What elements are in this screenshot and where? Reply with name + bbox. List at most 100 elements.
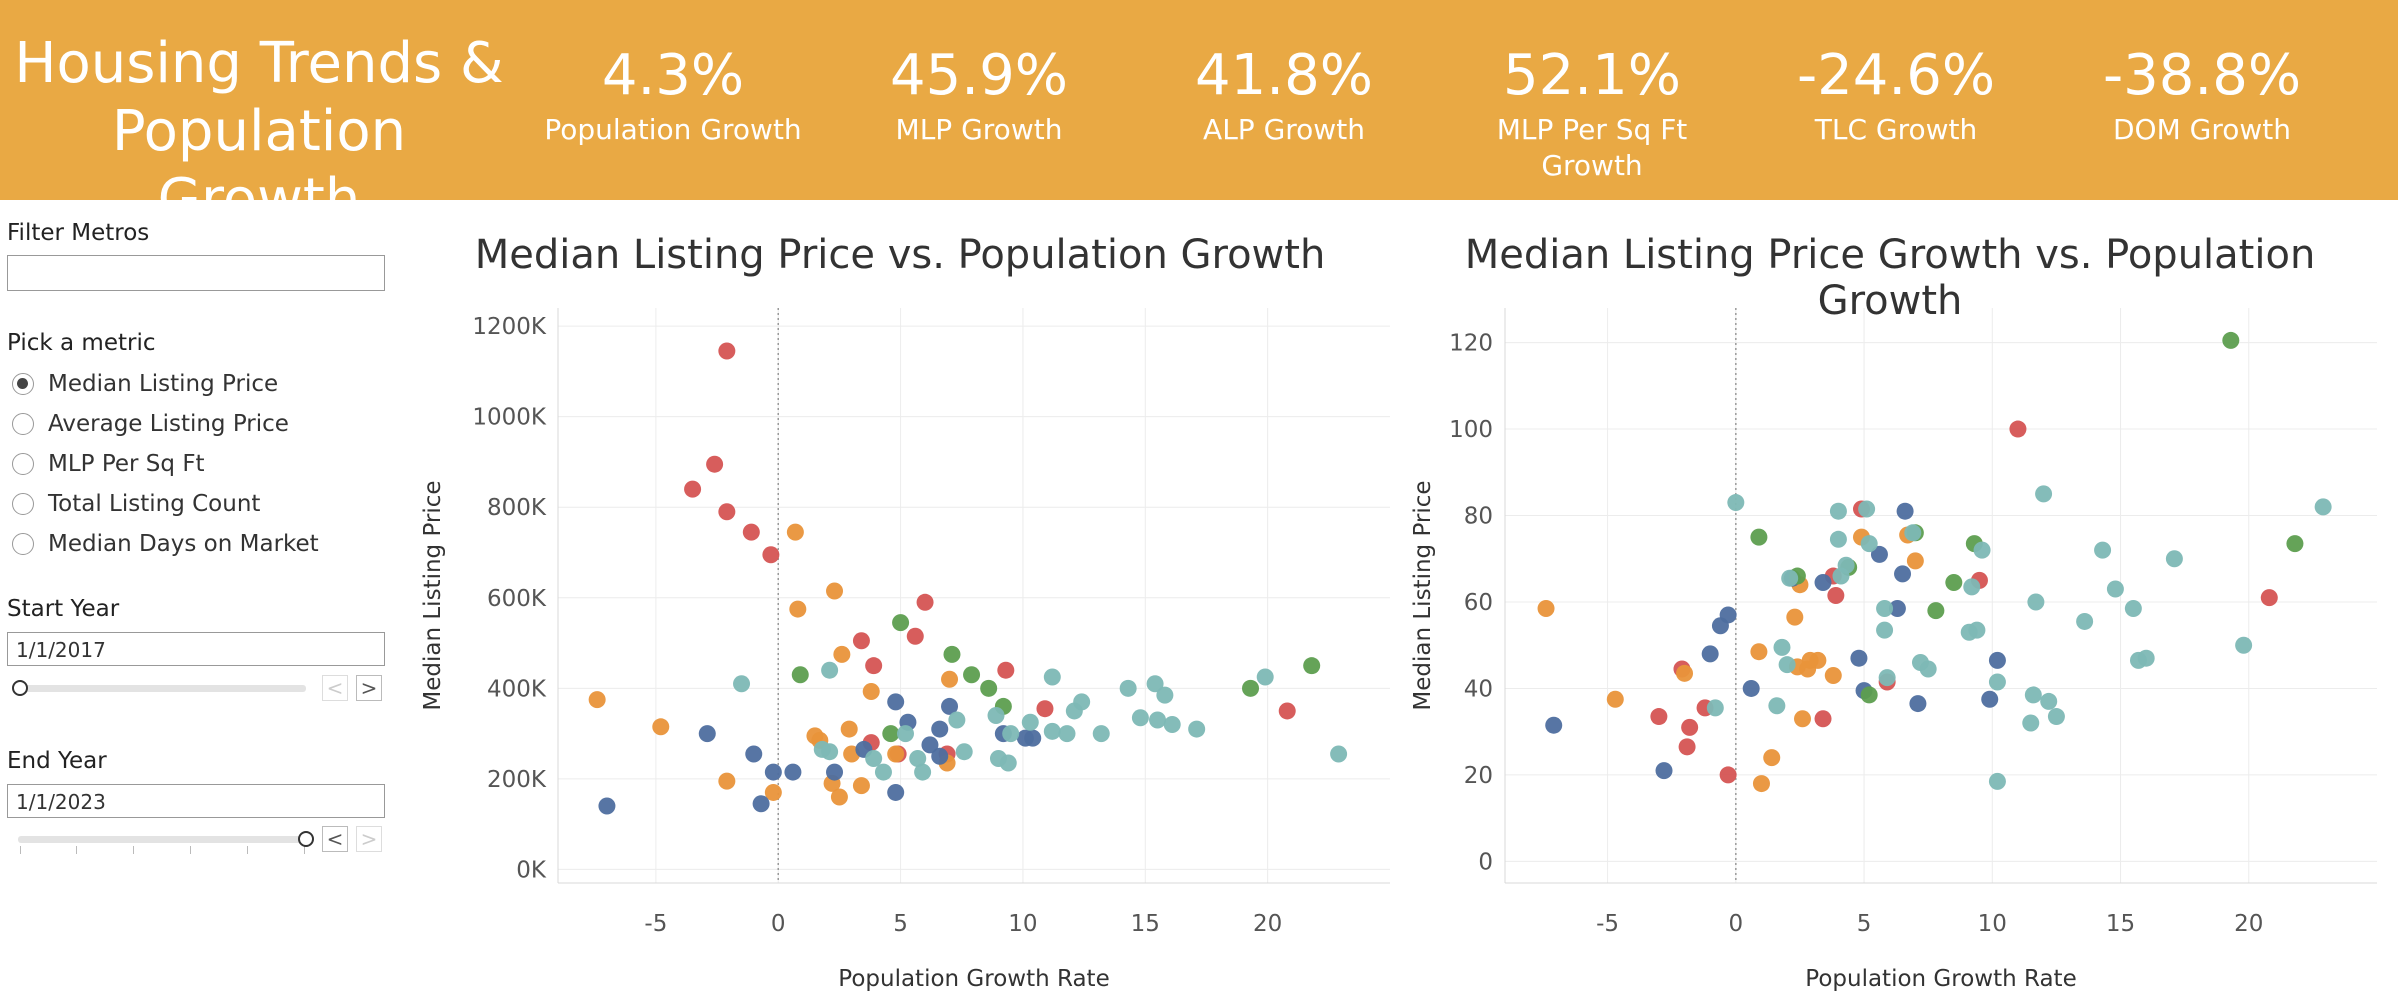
chart2-data-point-teal: [2076, 612, 2094, 630]
start-year-slider-thumb[interactable]: [12, 680, 28, 696]
chart2-data-point-teal: [1837, 556, 1855, 574]
chart2-data-point-red: [1719, 766, 1737, 784]
chart1-data-point-blue: [784, 763, 802, 781]
chart1-data-point-teal: [987, 706, 1005, 724]
chart2-data-point-orange: [1606, 690, 1624, 708]
metric-option-median-days-on-market[interactable]: Median Days on Market: [12, 526, 319, 562]
chart2-data-point-teal: [2047, 708, 2065, 726]
chart1-data-point-orange: [652, 718, 670, 736]
end-year-prev-button[interactable]: <: [322, 826, 348, 852]
chart1-data-point-red: [706, 455, 724, 473]
chart2-y-axis-label: Median Listing Price: [1410, 480, 1436, 710]
chart1-data-point-red: [1278, 702, 1296, 720]
end-year-slider-thumb[interactable]: [298, 831, 314, 847]
start-year-prev-button[interactable]: <: [322, 675, 348, 701]
chart2-data-point-blue: [1711, 617, 1729, 635]
kpi-label: ALP Growth: [1203, 113, 1365, 146]
chart2-data-point-blue: [1988, 651, 2006, 669]
chart1-data-point-red: [718, 503, 736, 521]
chart1-data-point-teal: [999, 754, 1017, 772]
metric-option-label: Total Listing Count: [48, 491, 261, 517]
chart2-data-point-red: [1824, 567, 1842, 585]
start-year-input[interactable]: 1/1/2017: [7, 632, 385, 666]
chart1-data-point-teal: [1002, 725, 1020, 743]
metric-option-label: Median Listing Price: [48, 371, 279, 397]
dashboard-title-line1: Housing Trends &: [14, 31, 504, 96]
chart1-data-point-red: [889, 745, 907, 763]
chart1-data-point-green: [994, 697, 1012, 715]
chart1-x-tick-label: 0: [771, 911, 786, 937]
metric-option-total-listing-count[interactable]: Total Listing Count: [12, 486, 260, 522]
start-year-slider-track[interactable]: [18, 685, 306, 692]
start-year-label: Start Year: [7, 596, 120, 622]
filter-metros-input[interactable]: [7, 255, 385, 291]
chart2-data-point-green: [1927, 602, 1945, 620]
chart2-title: Median Listing Price Growth vs. Populati…: [1464, 232, 2316, 324]
metric-option-mlp-per-sqft[interactable]: MLP Per Sq Ft: [12, 446, 205, 482]
chart1-data-point-red: [865, 657, 883, 675]
slider-tick: [247, 846, 248, 854]
dashboard-title: Housing Trends & Population Growth: [14, 30, 504, 234]
chart1-data-point-blue: [752, 795, 770, 813]
chart2-data-point-teal: [2106, 580, 2124, 598]
chart1-data-point-green: [1303, 657, 1321, 675]
chart1-data-point-teal: [1021, 713, 1039, 731]
chart2-data-point-blue: [1888, 599, 1906, 617]
chart1-data-point-orange: [823, 774, 841, 792]
chart1-data-point-teal: [813, 740, 831, 758]
chart2-data-point-teal: [2027, 593, 2045, 611]
chart1-data-point-orange: [830, 788, 848, 806]
chart1-data-point-orange: [718, 772, 736, 790]
chart1-data-point-red: [742, 523, 760, 541]
chart1-data-point-blue: [764, 763, 782, 781]
kpi-label: MLP Growth: [895, 113, 1063, 146]
chart1-y-tick-label: 1000K: [472, 405, 547, 431]
slider-tick: [304, 846, 305, 854]
kpi-mlp-growth: 45.9% MLP Growth: [829, 40, 1129, 148]
metric-option-average-listing-price[interactable]: Average Listing Price: [12, 406, 289, 442]
radio-unselected-icon: [12, 533, 34, 555]
chart2-x-tick-label: 5: [1857, 911, 1872, 937]
chart2-data-point-orange: [1537, 599, 1555, 617]
chart2-x-tick-label: -5: [1596, 911, 1619, 937]
chart2-data-point-orange: [1676, 664, 1694, 682]
chart2-y-tick-label: 100: [1449, 417, 1493, 443]
chart2-data-point-red: [1678, 738, 1696, 756]
start-year-next-button[interactable]: >: [356, 675, 382, 701]
chart1-data-point-blue: [887, 783, 905, 801]
kpi-value: 41.8%: [1195, 43, 1373, 108]
chart2-y-tick-label: 120: [1449, 331, 1493, 357]
chart1-data-point-red: [762, 546, 780, 564]
end-year-input[interactable]: 1/1/2023: [7, 784, 385, 818]
chart1-x-axis-label: Population Growth Rate: [838, 966, 1109, 992]
header-banner: Housing Trends & Population Growth 4.3% …: [0, 0, 2398, 232]
metric-option-median-listing-price[interactable]: Median Listing Price: [12, 366, 278, 402]
chart1-data-point-green: [1242, 679, 1260, 697]
end-year-slider-track[interactable]: [18, 836, 306, 843]
kpi-mlp-per-sqft-growth: 52.1% MLP Per Sq Ft Growth: [1442, 40, 1742, 184]
chart2-data-point-green: [1945, 574, 1963, 592]
chart1-x-tick-label: 20: [1253, 911, 1282, 937]
chart2-data-point-orange: [1906, 552, 1924, 570]
chart1-data-point-teal: [874, 763, 892, 781]
chart1-data-point-orange: [789, 600, 807, 618]
chart2-data-point-red: [1827, 587, 1845, 604]
kpi-label: DOM Growth: [2112, 113, 2291, 146]
chart1-data-point-blue: [855, 740, 873, 758]
chart1-data-point-orange: [806, 727, 824, 745]
kpi-label: Population Growth: [544, 113, 802, 146]
chart1-data-point-teal: [1092, 725, 1110, 743]
chart1-y-tick-label: 0K: [516, 857, 547, 883]
chart2-data-point-blue: [1855, 682, 1873, 700]
chart1-data-point-teal: [733, 675, 751, 693]
chart1-data-point-green: [882, 725, 900, 743]
chart1-data-point-blue: [921, 736, 939, 754]
end-year-next-button[interactable]: >: [356, 826, 382, 852]
chart1-data-point-teal: [1065, 702, 1083, 720]
chart1-data-point-orange: [862, 682, 880, 700]
chart2-x-tick-label: 0: [1729, 911, 1744, 937]
chart2-data-point-red: [1650, 708, 1668, 726]
chart1-data-point-orange: [840, 720, 858, 738]
chart2-x-tick-label: 15: [2106, 911, 2135, 937]
chart2-data-point-teal: [2235, 636, 2253, 654]
